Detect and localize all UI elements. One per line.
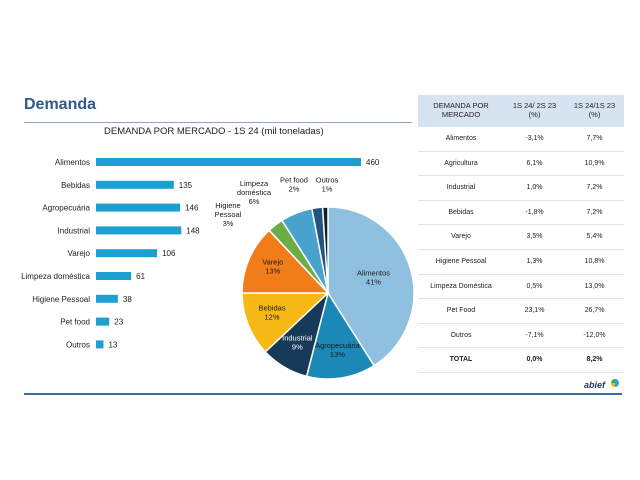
logo-mark-icon: [611, 379, 619, 387]
bar: [96, 294, 118, 303]
bar-value-label: 13: [108, 340, 117, 349]
table-cell: Varejo: [418, 224, 504, 250]
bar-category-label: Alimentos: [55, 158, 90, 167]
bar-value-label: 460: [366, 158, 380, 167]
pie-slice: [321, 206, 329, 294]
table-row: TOTAL 0,0% 8,2%: [418, 347, 624, 373]
bar: [96, 317, 110, 326]
bar: [96, 226, 182, 235]
pie-slice: [241, 292, 330, 353]
bar-value-label: 23: [114, 318, 123, 327]
bar-category-label: Industrial: [58, 226, 91, 235]
table-row: Outros -7,1% -12,0%: [418, 323, 624, 349]
pie-slice-label: Varejo 13%: [262, 258, 283, 276]
bar-value-label: 61: [136, 272, 145, 281]
table-header-cell: 1S 24/1S 23 (%): [565, 95, 624, 127]
table-row: Alimentos -3,1% 7,7%: [418, 127, 624, 152]
bar: [96, 272, 132, 280]
table-cell: Agricultura: [418, 151, 504, 177]
pie-slice-label: Bebidas 12%: [258, 304, 285, 322]
bar-category-label: Agropecuária: [42, 204, 90, 213]
table-header-row: DEMANDA POR MERCADO 1S 24/ 2S 23 (%) 1S …: [418, 95, 624, 127]
table-row: Pet Food 23,1% 26,7%: [418, 298, 624, 324]
bar-category-label: Bebidas: [61, 181, 90, 190]
table-cell: 10,8%: [565, 249, 624, 275]
bar-value-label: 148: [186, 226, 200, 235]
table-cell: Pet Food: [418, 298, 504, 324]
table-row: Agricultura 6,1% 10,9%: [418, 151, 624, 177]
bar: [96, 203, 181, 212]
pie-chart: Alimentos 41% Agropecuária 13%Industrial 9% B…: [215, 176, 414, 380]
table-header-cell: 1S 24/ 2S 23 (%): [504, 95, 566, 127]
table-cell: 3,5%: [504, 224, 566, 250]
pie-slice: [241, 229, 330, 294]
bar-value-label: 135: [179, 181, 193, 190]
bar-chart-title: DEMANDA POR MERCADO - 1S 24 (mil tonelad…: [104, 126, 324, 137]
bar-category-label: Outros: [66, 340, 90, 349]
bar: [96, 249, 158, 258]
table-cell: 0,5%: [504, 274, 566, 300]
pie-slice: [305, 291, 376, 380]
bar-value-label: 106: [162, 249, 176, 258]
pie-slice-label: Agropecuária 13%: [315, 341, 360, 359]
table-cell: -3,1%: [504, 127, 566, 152]
bar-value-label: 146: [185, 204, 199, 213]
pie-slice-label: Limpeza doméstica 6%: [237, 179, 272, 206]
table-cell: 1,0%: [504, 175, 566, 201]
abief-logo: abief: [584, 380, 606, 390]
bar-category-label: Varejo: [67, 249, 90, 258]
bar-category-label: Higiene Pessoal: [32, 295, 90, 304]
table-row: Higiene Pessoal 1,3% 10,8%: [418, 249, 624, 275]
table-cell: -7,1%: [504, 323, 566, 349]
pie-slice-label: Outros 1%: [316, 176, 339, 194]
bar: [96, 340, 104, 349]
table-cell: 7,2%: [565, 175, 624, 201]
table-cell: -1,8%: [504, 200, 566, 226]
title-divider: [24, 122, 412, 123]
slide: Demanda DEMANDA POR MERCADO - 1S 24 (mil…: [14, 88, 626, 396]
table-cell: 5,4%: [565, 224, 624, 250]
table-row: Industrial 1,0% 7,2%: [418, 175, 624, 201]
bar-value-label: 38: [123, 295, 132, 304]
table-header-cell: DEMANDA POR MERCADO: [418, 95, 504, 127]
pie-slice-label: Alimentos 41%: [357, 268, 390, 286]
table-cell: 13,0%: [565, 274, 624, 300]
pie-slice-label: Industrial 9%: [282, 333, 313, 351]
table-cell: Alimentos: [418, 127, 504, 152]
table-cell: 1,3%: [504, 249, 566, 275]
bar: [96, 180, 174, 189]
table-cell: -12,0%: [565, 323, 624, 349]
bar: [96, 158, 361, 166]
demand-table: DEMANDA POR MERCADO 1S 24/ 2S 23 (%) 1S …: [418, 95, 624, 373]
pie-slice-label: Pet food 2%: [280, 176, 308, 194]
table-cell: 6,1%: [504, 151, 566, 177]
table-cell: TOTAL: [418, 347, 504, 373]
bar-chart: Alimentos 460 Bebidas 135 Agropecuária 146 Ind…: [21, 158, 380, 349]
table-row: Limpeza Doméstica 0,5% 13,0%: [418, 274, 624, 300]
table-cell: Higiene Pessoal: [418, 249, 504, 275]
table-row: Bebidas -1,8% 7,2%: [418, 200, 624, 226]
pie-slice-label: Higiene Pessoal 3%: [215, 201, 242, 228]
table-cell: Bebidas: [418, 200, 504, 226]
table-cell: 7,2%: [565, 200, 624, 226]
table-cell: 23,1%: [504, 298, 566, 324]
table-cell: 0,0%: [504, 347, 566, 373]
table-row: Varejo 3,5% 5,4%: [418, 224, 624, 250]
table-cell: Limpeza Doméstica: [418, 274, 504, 300]
table-cell: Outros: [418, 323, 504, 349]
table-cell: 10,9%: [565, 151, 624, 177]
table-cell: 7,7%: [565, 127, 624, 152]
slide-title: Demanda: [24, 96, 97, 113]
bottom-divider: [24, 393, 622, 395]
table-cell: Industrial: [418, 175, 504, 201]
table-cell: 8,2%: [565, 347, 624, 373]
bar-category-label: Pet food: [60, 318, 90, 327]
table-cell: 26,7%: [565, 298, 624, 324]
bar-category-label: Limpeza doméstica: [21, 272, 90, 281]
